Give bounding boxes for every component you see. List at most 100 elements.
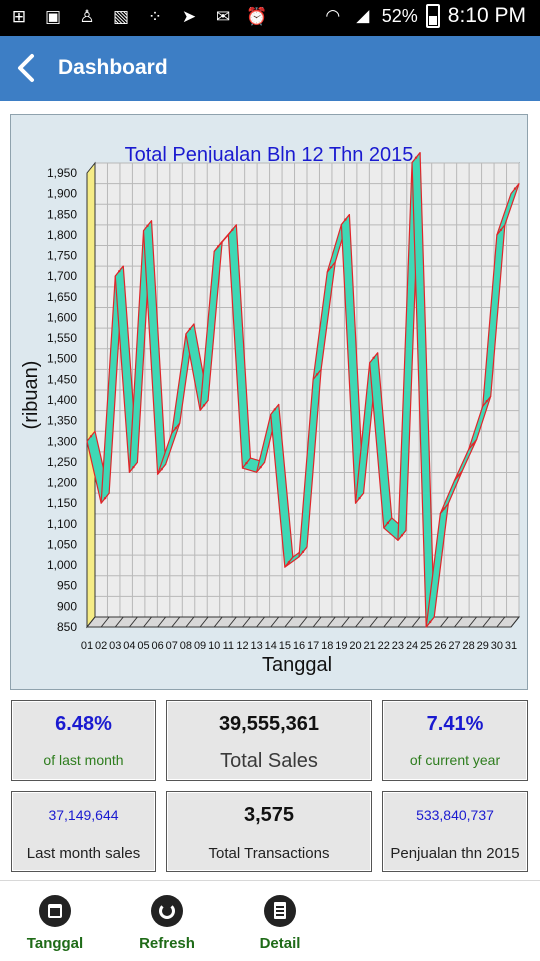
y-tick-label: 1,900 xyxy=(47,187,77,201)
chart-title: Total Penjualan Bln 12 Thn 2015 xyxy=(125,144,414,166)
x-tick-label: 21 xyxy=(364,640,376,652)
data-point xyxy=(217,245,220,248)
app-bar: Dashboard xyxy=(0,36,540,101)
alarm-icon: ⏰ xyxy=(246,7,268,27)
x-tick-label: 18 xyxy=(321,640,333,652)
floor-tick xyxy=(242,616,251,628)
current-year-pct-card: 7.41% of current year xyxy=(382,700,528,781)
y-tick-labels: 850 900 950 1,000 1,050 1,100 1,150 1,200 1,250 1… xyxy=(47,166,77,634)
floor-tick xyxy=(468,616,477,628)
total-transactions-label: Total Transactions xyxy=(208,845,330,862)
y-tick-label: 850 xyxy=(57,620,77,634)
floor-tick xyxy=(114,616,124,628)
y-tick-label: 1,650 xyxy=(47,290,77,304)
y-tick-label: 1,050 xyxy=(47,537,77,551)
floor-tick xyxy=(256,616,265,628)
data-point xyxy=(188,327,192,331)
x-tick-label: 05 xyxy=(137,640,149,652)
data-point xyxy=(499,228,503,232)
wifi-icon: ◠ xyxy=(325,6,341,26)
floor-tick xyxy=(411,616,421,628)
floor-tick xyxy=(199,616,209,628)
x-tick-label: 13 xyxy=(250,640,262,652)
x-tick-label: 07 xyxy=(166,640,178,652)
x-tick-label: 23 xyxy=(392,640,404,652)
data-point xyxy=(160,468,163,471)
floor-tick xyxy=(129,616,138,628)
data-point xyxy=(443,507,446,510)
data-point xyxy=(330,265,333,269)
x-tick-label: 12 xyxy=(236,640,248,652)
chevron-left-icon[interactable] xyxy=(14,52,44,84)
data-point xyxy=(301,550,305,554)
floor-tick xyxy=(100,616,110,628)
x-tick-label: 30 xyxy=(491,640,503,652)
last-month-pct-card: 6.48% of last month xyxy=(11,700,156,781)
notification-icons: ⊞ ▣ ♙ ▧ ⁘ ➤ ✉ ⏰ xyxy=(8,6,268,28)
floor-tick xyxy=(326,616,336,628)
data-point xyxy=(471,443,474,446)
y-tick-label: 1,200 xyxy=(47,476,77,490)
data-point xyxy=(513,187,517,190)
y-tick-label: 1,800 xyxy=(47,228,77,242)
floor-tick xyxy=(157,616,167,628)
sales-chart: Total Penjualan Bln 12 Thn 2015 850 900 950… xyxy=(20,144,521,676)
data-point xyxy=(202,404,206,407)
refresh-icon xyxy=(151,895,183,927)
tab-tanggal[interactable]: Tanggal xyxy=(15,895,95,952)
y-tick-label: 1,000 xyxy=(47,558,77,572)
android-icon: ♙ xyxy=(79,7,95,27)
floor-tick xyxy=(496,616,506,628)
floor-tick xyxy=(312,616,322,628)
data-point xyxy=(429,620,432,624)
floor-tick xyxy=(270,616,280,628)
data-point xyxy=(132,466,135,469)
x-tick-label: 17 xyxy=(307,640,319,652)
floor-tick xyxy=(369,616,379,628)
x-tick-label: 03 xyxy=(109,640,121,652)
total-sales-card: 39,555,361 Total Sales xyxy=(166,700,372,781)
x-tick-label: 04 xyxy=(123,640,135,652)
last-month-sales-value: 37,149,644 xyxy=(48,807,119,823)
series-ribbon xyxy=(86,152,520,628)
data-point xyxy=(89,435,93,438)
floor-tick xyxy=(284,616,294,628)
last-month-pct-label: of last month xyxy=(43,752,124,768)
x-tick-label: 20 xyxy=(349,640,361,652)
data-point xyxy=(485,399,488,403)
x-tick-label: 01 xyxy=(81,640,93,652)
bottom-nav: Tanggal Refresh Detail xyxy=(0,880,540,961)
floor-tick xyxy=(143,616,152,628)
total-sales-label: Total Sales xyxy=(220,750,318,772)
tab-detail-label: Detail xyxy=(259,935,301,952)
floor-tick xyxy=(482,616,492,628)
y-tick-label: 1,700 xyxy=(47,269,77,283)
year-sales-card: 533,840,737 Penjualan thn 2015 xyxy=(382,791,528,872)
data-point xyxy=(344,218,347,221)
current-year-pct: 7.41% xyxy=(426,713,484,735)
tab-detail[interactable]: Detail xyxy=(240,895,320,952)
floor-tick xyxy=(397,616,407,628)
x-tick-label: 10 xyxy=(208,640,220,652)
x-tick-label: 26 xyxy=(434,640,446,652)
y-tick-label: 1,350 xyxy=(47,414,77,428)
floor-tick xyxy=(355,616,364,628)
y-tick-label: 1,600 xyxy=(47,310,77,324)
floor-tick xyxy=(86,616,96,628)
x-axis-label: Tanggal xyxy=(262,654,332,676)
y-tick-label: 1,850 xyxy=(47,207,77,221)
data-point xyxy=(273,408,276,411)
data-point xyxy=(259,466,262,469)
x-tick-label: 06 xyxy=(152,640,164,652)
current-year-pct-label: of current year xyxy=(409,752,501,768)
gift-icon: ▣ xyxy=(44,7,62,27)
y-tick-label: 900 xyxy=(57,599,77,613)
clock: 8:10 PM xyxy=(447,4,526,27)
y-tick-label: 1,400 xyxy=(47,393,77,407)
floor-tick xyxy=(341,616,350,628)
blackberry-icon: ⁘ xyxy=(147,7,163,27)
x-tick-label: 25 xyxy=(420,640,432,652)
total-sales-value: 39,555,361 xyxy=(218,713,320,735)
x-tick-labels: 01 02 03 04 05 06 07 08 09 10 11 12 13 14 15 16 17 18 19 20… xyxy=(81,640,517,652)
tab-refresh[interactable]: Refresh xyxy=(127,895,207,952)
